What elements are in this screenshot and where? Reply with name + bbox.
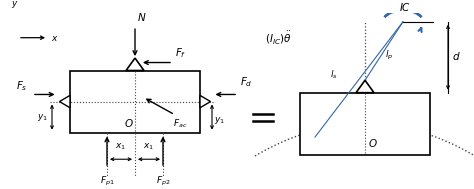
Text: $F_f$: $F_f$ <box>175 46 186 60</box>
Polygon shape <box>356 80 374 93</box>
Polygon shape <box>60 95 70 108</box>
Text: $l_s$: $l_s$ <box>330 69 338 81</box>
Text: O: O <box>125 119 133 129</box>
Text: $y_1$: $y_1$ <box>214 115 225 126</box>
Text: N: N <box>138 13 146 23</box>
Polygon shape <box>200 95 210 108</box>
Text: $(I_{IC})\ddot{\theta}$: $(I_{IC})\ddot{\theta}$ <box>265 29 292 46</box>
Text: $F_s$: $F_s$ <box>17 79 28 93</box>
Text: d: d <box>453 52 460 62</box>
Text: $y_1$: $y_1$ <box>37 112 48 123</box>
Text: IC: IC <box>400 3 410 13</box>
Text: y: y <box>11 0 17 9</box>
Bar <box>70 70 200 133</box>
Text: O: O <box>369 139 377 149</box>
Text: $F_{p2}$: $F_{p2}$ <box>155 175 170 188</box>
Text: $F_d$: $F_d$ <box>240 75 253 89</box>
Text: $F_{ac}$: $F_{ac}$ <box>173 118 187 130</box>
Text: $l_p$: $l_p$ <box>385 49 393 62</box>
Text: x: x <box>51 34 56 43</box>
Text: $x_1$: $x_1$ <box>116 142 127 152</box>
Text: $x_1$: $x_1$ <box>144 142 155 152</box>
Text: $F_{p1}$: $F_{p1}$ <box>100 175 114 188</box>
Polygon shape <box>126 58 144 70</box>
Bar <box>300 93 430 155</box>
